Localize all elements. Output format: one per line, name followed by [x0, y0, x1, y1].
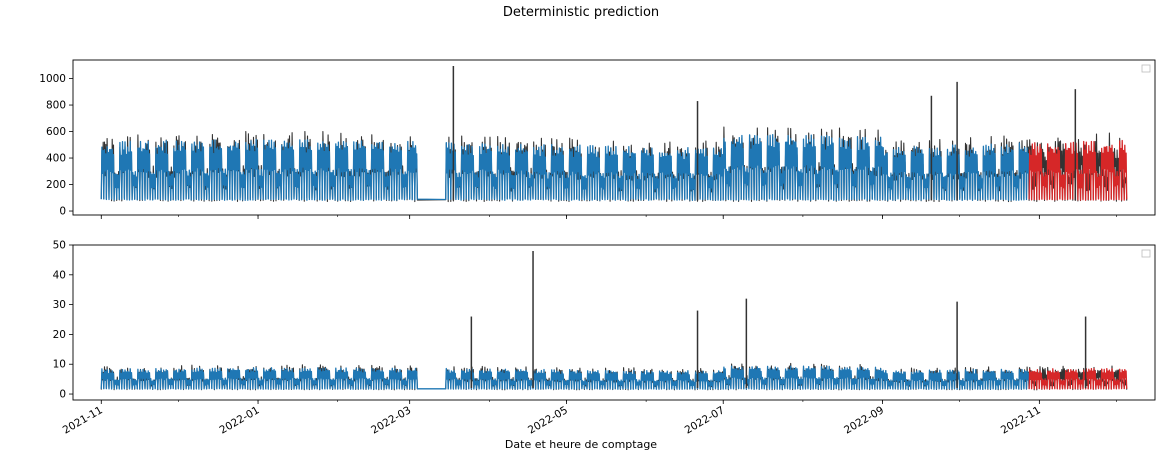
y-tick-label-1-1: 200: [46, 179, 66, 191]
plot-area-2: [100, 250, 1128, 391]
x-tick-label-2-4: 2022-07: [683, 404, 727, 436]
y-tick-label-1-3: 600: [46, 126, 66, 138]
y-tick-label-2-0: 0: [59, 389, 66, 401]
x-tick-label-2-3: 2022-05: [526, 404, 570, 436]
y-tick-label-2-4: 40: [53, 269, 66, 281]
y-tick-label-2-5: 50: [53, 240, 66, 252]
legend-box-2: [1141, 249, 1151, 258]
y-tick-label-2-2: 20: [53, 329, 66, 341]
y-tick-label-2-1: 10: [53, 359, 66, 371]
x-tick-label-2-6: 2022-11: [999, 404, 1043, 436]
series-forecast: [1028, 139, 1128, 201]
x-axis-label: Date et heure de comptage: [504, 438, 658, 451]
axes-frame-1: [72, 59, 1156, 216]
x-tick-label-2-0: 2021-11: [61, 404, 105, 436]
y-tick-label-1-2: 400: [46, 153, 66, 165]
figure-title: Deterministic prediction: [502, 5, 660, 20]
x-tick-label-2-1: 2022-01: [218, 404, 262, 436]
series-fitted: [100, 365, 1030, 390]
y-tick-label-1-4: 800: [46, 100, 66, 112]
plot-area-1: [100, 65, 1128, 203]
axes-frame-2: [72, 244, 1156, 401]
x-tick-label-2-5: 2022-09: [842, 404, 886, 436]
series-forecast: [1028, 367, 1128, 390]
legend-box-1: [1141, 64, 1151, 73]
y-tick-label-1-0: 0: [59, 206, 66, 218]
y-tick-label-1-5: 1000: [39, 73, 66, 85]
y-tick-label-2-3: 30: [53, 299, 66, 311]
x-tick-label-2-2: 2022-03: [369, 404, 413, 436]
panel-1: 0 200 400 600 800 1000: [39, 59, 1156, 219]
panel-2: 0 10 20 30 40 50 2021-11 2022-01 2022-03 2022-05 2…: [53, 240, 1156, 437]
series-fitted: [100, 133, 1030, 201]
